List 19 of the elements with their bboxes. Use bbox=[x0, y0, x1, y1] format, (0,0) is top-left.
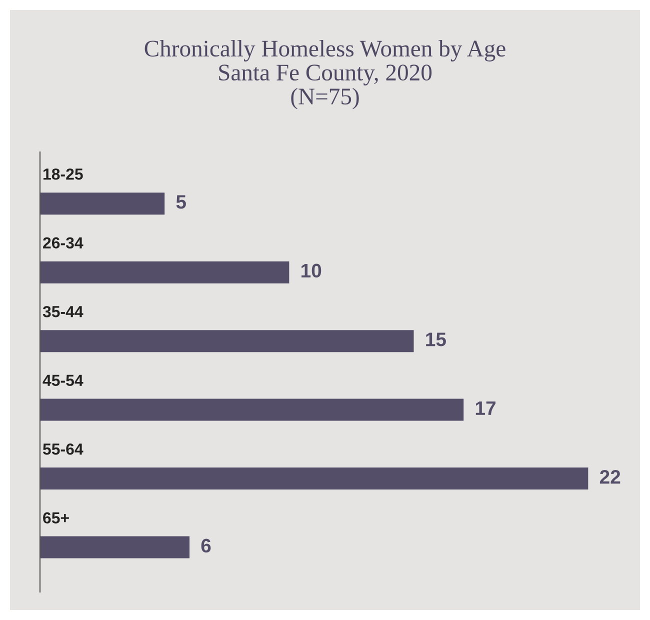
y-tick-label: 65+ bbox=[43, 512, 69, 524]
y-tick-label: 18-25 bbox=[43, 168, 83, 180]
bar bbox=[40, 398, 464, 421]
y-tick-label: 55-64 bbox=[42, 443, 84, 455]
data-label: 22 bbox=[600, 470, 620, 484]
data-label: 10 bbox=[302, 264, 322, 278]
data-label: 17 bbox=[476, 401, 496, 415]
data-label: 15 bbox=[426, 332, 446, 346]
data-label: 5 bbox=[176, 195, 186, 209]
y-tick-label: 45-54 bbox=[42, 374, 84, 386]
bar bbox=[40, 192, 165, 215]
chart-title: Chronically Homeless Women by Age Santa Fe County, 2020 (N=75) bbox=[144, 40, 506, 110]
bar bbox=[40, 330, 414, 352]
bar bbox=[40, 468, 588, 490]
bar bbox=[40, 536, 190, 558]
y-tick-label: 35-44 bbox=[42, 306, 84, 318]
y-tick-label: 26-34 bbox=[43, 237, 84, 249]
data-label: 6 bbox=[201, 538, 211, 553]
bar bbox=[40, 261, 290, 284]
